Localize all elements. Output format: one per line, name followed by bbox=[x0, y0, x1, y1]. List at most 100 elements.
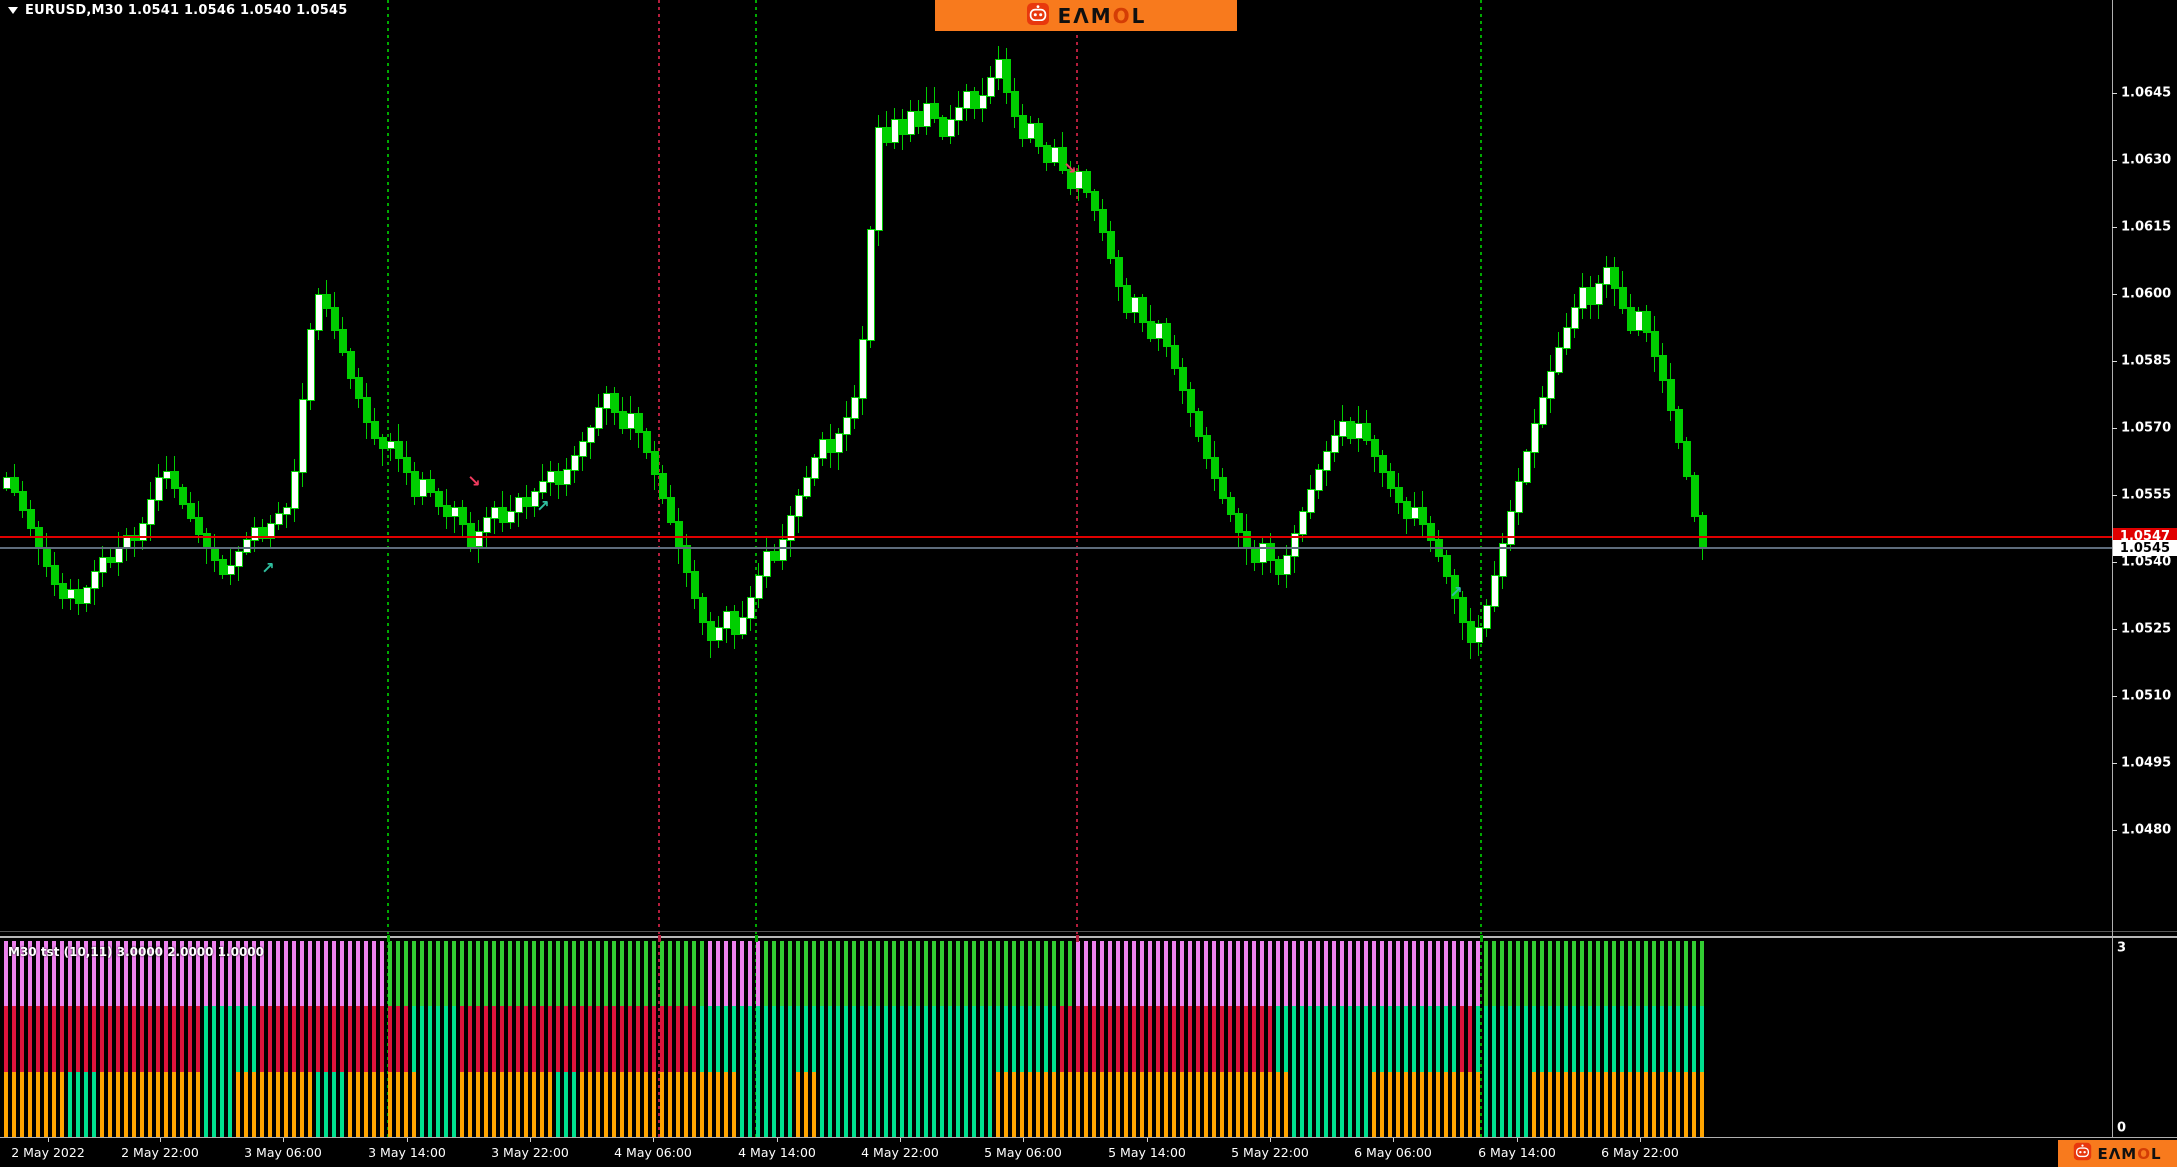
indicator-bar-pink bbox=[228, 941, 232, 1006]
bear-candle-body bbox=[323, 294, 331, 309]
bear-candle-body bbox=[1659, 355, 1667, 381]
indicator-bar-orange bbox=[1572, 1072, 1576, 1137]
indicator-bar-red bbox=[28, 1006, 32, 1072]
bear-candle-body bbox=[1059, 147, 1067, 171]
time-axis-label[interactable]: 4 May 14:00 bbox=[738, 1145, 816, 1160]
indicator-bar-teal bbox=[204, 1006, 208, 1072]
time-axis-label[interactable]: 2 May 2022 bbox=[11, 1145, 85, 1160]
indicator-bar-pink bbox=[340, 941, 344, 1006]
bear-candle-body bbox=[363, 397, 371, 423]
time-axis-label[interactable]: 6 May 22:00 bbox=[1601, 1145, 1679, 1160]
indicator-bar-pink bbox=[1292, 941, 1296, 1006]
indicator-bar-teal bbox=[876, 1072, 880, 1137]
indicator-bar-pink bbox=[20, 941, 24, 1006]
indicator-bar-green bbox=[1508, 941, 1512, 1006]
indicator-bar-orange bbox=[1020, 1072, 1024, 1137]
time-axis-label[interactable]: 5 May 22:00 bbox=[1231, 1145, 1309, 1160]
indicator-bar-teal bbox=[1308, 1006, 1312, 1072]
indicator-bar-orange bbox=[12, 1072, 16, 1137]
indicator-panel-top-border[interactable] bbox=[0, 936, 2177, 938]
indicator-bar-green bbox=[404, 941, 408, 1006]
bull-candle-body bbox=[275, 513, 283, 525]
indicator-bar-pink bbox=[236, 941, 240, 1006]
indicator-bar-orange bbox=[268, 1072, 272, 1137]
time-axis-label[interactable]: 4 May 22:00 bbox=[861, 1145, 939, 1160]
time-axis-label[interactable]: 5 May 14:00 bbox=[1108, 1145, 1186, 1160]
indicator-panel-bottom-border[interactable] bbox=[0, 1137, 2177, 1138]
indicator-bar-green bbox=[452, 941, 456, 1006]
bear-candle-body bbox=[347, 351, 355, 379]
symbol-ohlc-line[interactable]: EURUSD,M30 1.0541 1.0546 1.0540 1.0545 bbox=[8, 3, 348, 18]
indicator-bar-orange bbox=[516, 1072, 520, 1137]
price-axis-label: 1.0480 bbox=[2121, 822, 2172, 838]
green-dotted-vline[interactable] bbox=[1480, 0, 1482, 1137]
green-dotted-vline[interactable] bbox=[755, 0, 757, 1137]
indicator-bar-pink bbox=[1092, 941, 1096, 1006]
indicator-bar-orange bbox=[1012, 1072, 1016, 1137]
indicator-bar-red bbox=[68, 1006, 72, 1072]
time-axis-label[interactable]: 6 May 14:00 bbox=[1478, 1145, 1556, 1160]
indicator-bar-orange bbox=[612, 1072, 616, 1137]
bear-candle-body bbox=[1163, 323, 1171, 347]
time-axis-label[interactable]: 4 May 06:00 bbox=[614, 1145, 692, 1160]
indicator-bar-orange bbox=[1644, 1072, 1648, 1137]
bull-candle-body bbox=[1539, 397, 1547, 425]
green-dotted-vline[interactable] bbox=[387, 0, 389, 1137]
time-axis-label[interactable]: 2 May 22:00 bbox=[121, 1145, 199, 1160]
indicator-bar-orange bbox=[124, 1072, 128, 1137]
indicator-bar-pink bbox=[1252, 941, 1256, 1006]
indicator-bar-pink bbox=[716, 941, 720, 1006]
bear-candle-body bbox=[43, 547, 51, 567]
price-axis-line[interactable] bbox=[2112, 0, 2113, 1138]
indicator-bar-green bbox=[940, 941, 944, 1006]
bull-candle-body bbox=[979, 95, 987, 109]
bear-candle-body bbox=[187, 503, 195, 519]
bear-candle-body bbox=[931, 103, 939, 119]
bear-candle-body bbox=[1195, 411, 1203, 437]
bear-candle-body bbox=[555, 471, 563, 485]
indicator-bar-teal bbox=[820, 1006, 824, 1072]
eamol-top-banner[interactable]: EΛMOL bbox=[935, 0, 1237, 31]
time-axis-tick bbox=[900, 1138, 901, 1142]
time-axis-label[interactable]: 6 May 06:00 bbox=[1354, 1145, 1432, 1160]
indicator-bar-orange bbox=[1580, 1072, 1584, 1137]
indicator-bar-teal bbox=[748, 1006, 752, 1072]
bull-candle-body bbox=[1635, 311, 1643, 331]
bear-candle-body bbox=[619, 411, 627, 429]
time-axis-label[interactable]: 5 May 06:00 bbox=[984, 1145, 1062, 1160]
red-signal-tick bbox=[658, 935, 661, 942]
indicator-bar-orange bbox=[404, 1072, 408, 1137]
indicator-bar-orange bbox=[1556, 1072, 1560, 1137]
bid-line[interactable] bbox=[0, 547, 2112, 549]
bear-candle-body bbox=[1675, 409, 1683, 443]
red-dotted-vline[interactable] bbox=[1076, 0, 1078, 1137]
indicator-bar-red bbox=[44, 1006, 48, 1072]
time-axis-label[interactable]: 3 May 06:00 bbox=[244, 1145, 322, 1160]
indicator-bar-green bbox=[540, 941, 544, 1006]
indicator-bar-orange bbox=[1076, 1072, 1080, 1137]
indicator-bar-green bbox=[1020, 941, 1024, 1006]
time-axis-label[interactable]: 3 May 22:00 bbox=[491, 1145, 569, 1160]
eamol-bottom-badge[interactable]: EΛMOL bbox=[2058, 1140, 2177, 1167]
chart-dropdown-icon[interactable] bbox=[8, 7, 18, 14]
indicator-bar-green bbox=[1548, 941, 1552, 1006]
indicator-bar-teal bbox=[988, 1006, 992, 1072]
indicator-bar-teal bbox=[708, 1006, 712, 1072]
time-axis-label[interactable]: 3 May 14:00 bbox=[368, 1145, 446, 1160]
indicator-bar-teal bbox=[1588, 1006, 1592, 1072]
red-dotted-vline[interactable] bbox=[658, 0, 660, 1137]
bull-candle-body bbox=[739, 617, 747, 635]
ask-line[interactable] bbox=[0, 536, 2112, 538]
indicator-bar-red bbox=[540, 1006, 544, 1072]
indicator-bar-orange bbox=[364, 1072, 368, 1137]
indicator-bar-pink bbox=[60, 941, 64, 1006]
indicator-bar-teal bbox=[1052, 1006, 1056, 1072]
indicator-bar-red bbox=[1156, 1006, 1160, 1072]
bear-candle-body bbox=[1651, 331, 1659, 357]
bull-candle-body bbox=[955, 107, 963, 121]
green-signal-tick bbox=[755, 935, 758, 942]
indicator-bar-pink bbox=[244, 941, 248, 1006]
indicator-bar-teal bbox=[948, 1072, 952, 1137]
indicator-bar-pink bbox=[36, 941, 40, 1006]
indicator-bar-orange bbox=[1220, 1072, 1224, 1137]
